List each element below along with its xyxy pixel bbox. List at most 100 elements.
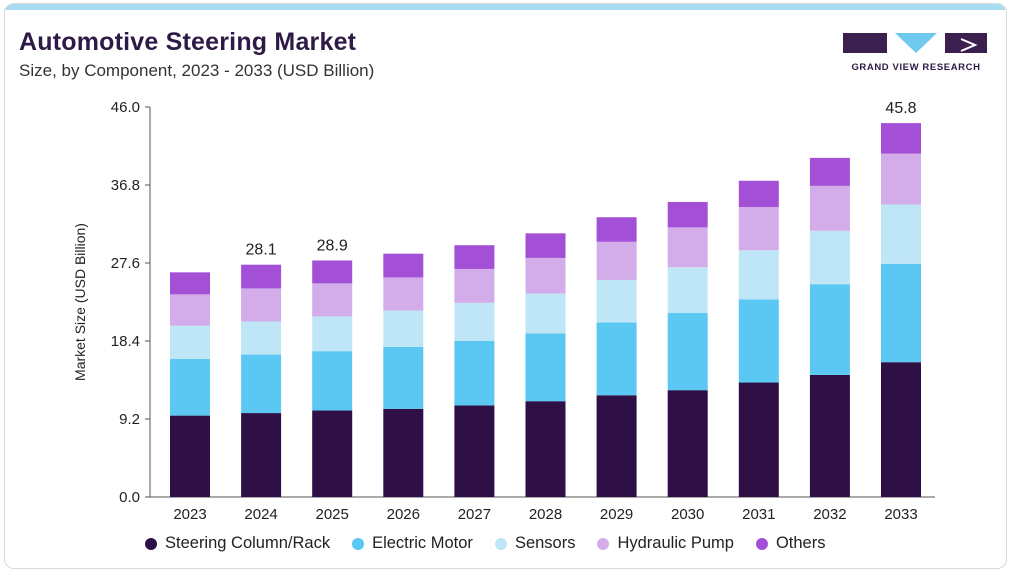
x-tick-label: 2027 xyxy=(458,506,491,523)
logo-arrow-mark xyxy=(960,38,978,52)
x-tick-label: 2024 xyxy=(244,506,277,523)
x-tick-label: 2033 xyxy=(884,506,917,523)
x-tick-label: 2030 xyxy=(671,506,704,523)
y-tick-label: 18.4 xyxy=(111,333,140,350)
bar-segment-steering-column-rack xyxy=(525,401,566,497)
legend-label: Sensors xyxy=(514,534,576,552)
legend-label: Steering Column/Rack xyxy=(165,534,331,552)
bar-segment-hydraulic-pump xyxy=(454,268,495,303)
bar-segment-hydraulic-pump xyxy=(881,153,921,205)
bar-segment-others xyxy=(383,253,424,278)
legend-label: Hydraulic Pump xyxy=(617,534,734,552)
data-label: 45.8 xyxy=(885,100,916,117)
bar-segment-steering-column-rack xyxy=(241,413,282,497)
data-label: 28.9 xyxy=(317,237,348,254)
bar-segment-electric-motor xyxy=(454,341,495,406)
grand-view-research-logo xyxy=(843,33,987,53)
y-tick-label: 0.0 xyxy=(119,489,140,506)
legend-item: Electric Motor xyxy=(352,534,473,553)
bar-segment-steering-column-rack xyxy=(738,382,779,497)
bar-segment-others xyxy=(596,217,637,242)
bar-segment-others xyxy=(738,180,779,208)
logo-block-left xyxy=(843,33,887,53)
chart-title: Automotive Steering Market xyxy=(19,28,357,56)
bar-segment-steering-column-rack xyxy=(170,415,210,497)
bar-segment-others xyxy=(809,157,850,186)
y-axis-title: Market Size (USD Billion) xyxy=(72,223,88,381)
legend-label: Others xyxy=(775,534,826,552)
bar-segment-hydraulic-pump xyxy=(809,185,850,231)
bar-segment-steering-column-rack xyxy=(312,410,353,497)
bar-segment-others xyxy=(170,272,210,295)
top-accent-bar xyxy=(5,4,1006,10)
bar-segment-sensors xyxy=(241,321,282,355)
bar-segment-sensors xyxy=(170,325,210,359)
bar-segment-electric-motor xyxy=(170,358,210,416)
legend-swatch xyxy=(494,537,507,550)
data-label: 28.1 xyxy=(246,242,277,259)
chart-card: Automotive Steering Market Size, by Comp… xyxy=(4,3,1007,569)
x-tick-label: 2031 xyxy=(742,506,775,523)
bar-segment-others xyxy=(525,233,566,258)
bar-segment-hydraulic-pump xyxy=(596,241,637,280)
bar-segment-electric-motor xyxy=(881,263,921,363)
bar-segment-sensors xyxy=(738,250,779,300)
bar-segment-hydraulic-pump xyxy=(525,257,566,294)
bar-segment-electric-motor xyxy=(525,333,566,402)
bar-segment-electric-motor xyxy=(383,346,424,409)
bar-segment-electric-motor xyxy=(596,322,637,396)
bar-segment-sensors xyxy=(596,279,637,323)
bar-segment-sensors xyxy=(809,230,850,285)
bar-segment-sensors xyxy=(525,293,566,334)
y-tick-label: 36.8 xyxy=(111,177,140,194)
logo-triangle xyxy=(895,33,937,53)
chart-subtitle: Size, by Component, 2023 - 2033 (USD Bil… xyxy=(19,61,375,80)
y-tick-label: 46.0 xyxy=(111,99,140,116)
legend-item: Steering Column/Rack xyxy=(145,534,330,553)
y-tick-label: 9.2 xyxy=(119,411,140,428)
logo-wordmark: GRAND VIEW RESEARCH xyxy=(851,62,981,73)
bar-segment-steering-column-rack xyxy=(383,408,424,497)
chart-legend: Steering Column/Rack Electric Motor Sensor… xyxy=(145,534,825,553)
legend-label: Electric Motor xyxy=(372,534,473,552)
bar-segment-sensors xyxy=(383,310,424,347)
bar-segment-hydraulic-pump xyxy=(241,288,282,322)
bar-segment-electric-motor xyxy=(738,299,779,383)
x-tick-label: 2032 xyxy=(813,506,846,523)
legend-item: Sensors xyxy=(494,534,576,553)
stacked-bar-chart: 0.0 9.2 18.4 27.6 36.8 46.0 Market Size (USD B… xyxy=(72,99,935,523)
bar-segment-electric-motor xyxy=(667,313,708,391)
x-tick-label: 2028 xyxy=(529,506,562,523)
bar-segment-sensors xyxy=(881,204,921,264)
bar-segment-others xyxy=(881,123,921,154)
bar-segment-steering-column-rack xyxy=(809,374,850,497)
bar-segment-electric-motor xyxy=(809,284,850,375)
bar-segment-electric-motor xyxy=(312,351,353,411)
legend-swatch xyxy=(755,537,768,550)
legend-item: Others xyxy=(755,534,826,553)
x-tick-label: 2026 xyxy=(387,506,420,523)
bar-segment-others xyxy=(454,245,495,269)
bar-segment-others xyxy=(241,264,282,289)
x-tick-label: 2023 xyxy=(173,506,206,523)
logo-block-right xyxy=(945,33,987,53)
bar-segment-sensors xyxy=(454,302,495,341)
bar-segment-hydraulic-pump xyxy=(667,227,708,268)
bar-segment-hydraulic-pump xyxy=(312,283,353,317)
bar-segment-sensors xyxy=(667,267,708,314)
bar-segment-hydraulic-pump xyxy=(738,207,779,251)
bar-segment-hydraulic-pump xyxy=(170,294,210,326)
bar-segment-sensors xyxy=(312,316,353,352)
x-tick-label: 2025 xyxy=(316,506,349,523)
bar-segment-others xyxy=(667,201,708,228)
legend-swatch xyxy=(145,537,157,550)
bar-segment-steering-column-rack xyxy=(454,405,495,497)
bar-segment-steering-column-rack xyxy=(596,395,637,497)
legend-swatch xyxy=(352,537,365,550)
bar-segment-steering-column-rack xyxy=(881,362,921,497)
legend-swatch xyxy=(597,537,610,550)
x-tick-label: 2029 xyxy=(600,506,633,523)
bar-segment-others xyxy=(312,260,353,284)
legend-item: Hydraulic Pump xyxy=(597,534,734,553)
y-tick-label: 27.6 xyxy=(111,255,140,272)
